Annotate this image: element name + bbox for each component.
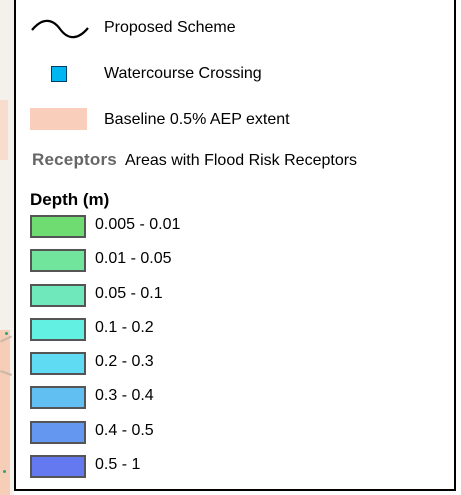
legend-item-receptors: Receptors Areas with Flood Risk Receptors bbox=[32, 150, 357, 170]
depth-class-label: 0.05 - 0.1 bbox=[95, 284, 163, 302]
depth-class-label: 0.3 - 0.4 bbox=[95, 387, 154, 405]
depth-color-swatch bbox=[30, 455, 86, 479]
depth-color-swatch bbox=[30, 386, 86, 410]
square-symbol-icon bbox=[51, 66, 67, 82]
receptors-description: Areas with Flood Risk Receptors bbox=[124, 152, 358, 169]
legend-label: Baseline 0.5% AEP extent bbox=[104, 111, 290, 128]
legend-item-watercourse-crossing: Watercourse Crossing bbox=[16, 62, 454, 88]
legend-item-proposed-scheme: Proposed Scheme bbox=[16, 16, 454, 42]
depth-color-swatch bbox=[30, 249, 86, 273]
map-point bbox=[3, 470, 6, 473]
depth-color-swatch bbox=[30, 283, 86, 307]
baseline-extent-area bbox=[0, 330, 10, 495]
depth-class-label: 0.5 - 1 bbox=[95, 456, 141, 474]
map-point bbox=[5, 332, 8, 335]
map-legend: Proposed Scheme Watercourse Crossing Bas… bbox=[14, 0, 456, 491]
depth-color-swatch bbox=[30, 317, 86, 341]
depth-color-swatch bbox=[30, 420, 86, 444]
map-background bbox=[0, 0, 14, 495]
depth-class-label: 0.1 - 0.2 bbox=[95, 318, 154, 336]
wave-line-icon bbox=[31, 19, 89, 39]
legend-label: Watercourse Crossing bbox=[104, 65, 262, 82]
depth-class-label: 0.2 - 0.3 bbox=[95, 353, 154, 371]
depth-class-label: 0.01 - 0.05 bbox=[95, 250, 172, 268]
baseline-extent-area bbox=[0, 100, 8, 160]
depth-heading: Depth (m) bbox=[30, 190, 110, 209]
receptors-key-label: Receptors bbox=[32, 150, 117, 169]
depth-class-label: 0.005 - 0.01 bbox=[95, 216, 181, 233]
depth-color-swatch bbox=[30, 352, 86, 376]
area-swatch bbox=[30, 108, 87, 130]
legend-item-baseline-extent: Baseline 0.5% AEP extent bbox=[16, 108, 454, 134]
depth-class-label: 0.4 - 0.5 bbox=[95, 421, 154, 439]
legend-label: Proposed Scheme bbox=[104, 19, 236, 36]
depth-color-swatch bbox=[30, 215, 86, 238]
